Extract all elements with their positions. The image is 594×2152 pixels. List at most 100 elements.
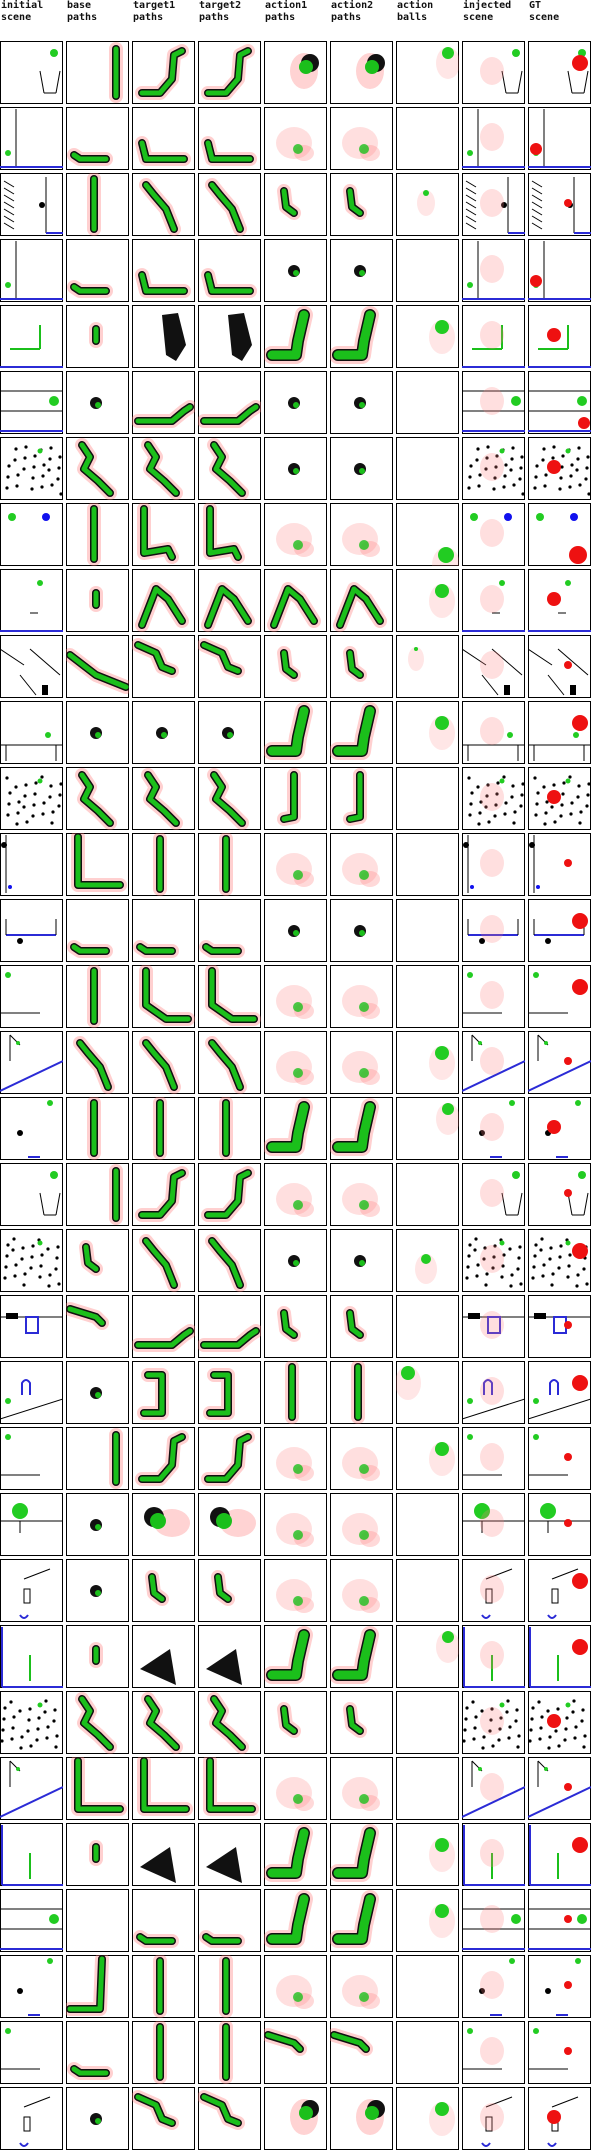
cell-r13-injected-scene bbox=[462, 833, 525, 896]
cell-r32-gt-scene bbox=[528, 2087, 591, 2150]
cell-r23-injected-scene bbox=[462, 1493, 525, 1556]
cell-r19-injected-scene bbox=[462, 1229, 525, 1292]
cell-r29-action2-paths bbox=[330, 1889, 393, 1952]
cell-r2-action1-paths bbox=[264, 107, 327, 170]
cell-r25-initial-scene bbox=[0, 1625, 63, 1688]
cell-r10-initial-scene bbox=[0, 635, 63, 698]
cell-r18-action1-paths bbox=[264, 1163, 327, 1226]
cell-r18-base-paths bbox=[66, 1163, 129, 1226]
cell-r21-action2-paths bbox=[330, 1361, 393, 1424]
cell-r3-target2-paths bbox=[198, 173, 261, 236]
cell-r16-action1-paths bbox=[264, 1031, 327, 1094]
cell-r19-action1-paths bbox=[264, 1229, 327, 1292]
cell-r23-base-paths bbox=[66, 1493, 129, 1556]
cell-r6-action2-paths bbox=[330, 371, 393, 434]
cell-r8-target2-paths bbox=[198, 503, 261, 566]
cell-r24-target2-paths bbox=[198, 1559, 261, 1622]
cell-r15-initial-scene bbox=[0, 965, 63, 1028]
cell-r10-target2-paths bbox=[198, 635, 261, 698]
cell-r12-injected-scene bbox=[462, 767, 525, 830]
cell-r6-action1-paths bbox=[264, 371, 327, 434]
cell-r16-initial-scene bbox=[0, 1031, 63, 1094]
cell-r20-initial-scene bbox=[0, 1295, 63, 1358]
cell-r27-gt-scene bbox=[528, 1757, 591, 1820]
cell-r21-action-balls bbox=[396, 1361, 459, 1424]
cell-r29-action1-paths bbox=[264, 1889, 327, 1952]
cell-r23-action1-paths bbox=[264, 1493, 327, 1556]
cell-r22-initial-scene bbox=[0, 1427, 63, 1490]
cell-r4-action1-paths bbox=[264, 239, 327, 302]
cell-r24-action2-paths bbox=[330, 1559, 393, 1622]
cell-r1-target2-paths bbox=[198, 41, 261, 104]
cell-r29-action-balls bbox=[396, 1889, 459, 1952]
cell-r8-gt-scene bbox=[528, 503, 591, 566]
cell-r31-base-paths bbox=[66, 2021, 129, 2084]
cell-r13-initial-scene bbox=[0, 833, 63, 896]
cell-r2-target1-paths bbox=[132, 107, 195, 170]
cell-r11-action1-paths bbox=[264, 701, 327, 764]
cell-r7-base-paths bbox=[66, 437, 129, 500]
cell-r23-target2-paths bbox=[198, 1493, 261, 1556]
cell-r19-base-paths bbox=[66, 1229, 129, 1292]
cell-r18-target1-paths bbox=[132, 1163, 195, 1226]
cell-r25-injected-scene bbox=[462, 1625, 525, 1688]
column-label-action-balls: action balls bbox=[397, 0, 434, 23]
cell-r27-injected-scene bbox=[462, 1757, 525, 1820]
cell-r22-target1-paths bbox=[132, 1427, 195, 1490]
cell-r1-action2-paths bbox=[330, 41, 393, 104]
cell-r26-action-balls bbox=[396, 1691, 459, 1754]
cell-r6-injected-scene bbox=[462, 371, 525, 434]
cell-r20-target2-paths bbox=[198, 1295, 261, 1358]
cell-r20-target1-paths bbox=[132, 1295, 195, 1358]
cell-r6-base-paths bbox=[66, 371, 129, 434]
cell-r20-base-paths bbox=[66, 1295, 129, 1358]
cell-r16-action2-paths bbox=[330, 1031, 393, 1094]
cell-r8-action2-paths bbox=[330, 503, 393, 566]
cell-r32-action1-paths bbox=[264, 2087, 327, 2150]
cell-r20-action2-paths bbox=[330, 1295, 393, 1358]
cell-r28-action-balls bbox=[396, 1823, 459, 1886]
column-label-gt-scene: GT scene bbox=[529, 0, 560, 23]
cell-r29-initial-scene bbox=[0, 1889, 63, 1952]
cell-r10-action-balls bbox=[396, 635, 459, 698]
cell-r12-action-balls bbox=[396, 767, 459, 830]
cell-r26-initial-scene bbox=[0, 1691, 63, 1754]
cell-r13-action-balls bbox=[396, 833, 459, 896]
column-label-base-paths: base paths bbox=[67, 0, 98, 23]
cell-r30-target1-paths bbox=[132, 1955, 195, 2018]
cell-r2-initial-scene bbox=[0, 107, 63, 170]
cell-r9-action-balls bbox=[396, 569, 459, 632]
cell-r31-target2-paths bbox=[198, 2021, 261, 2084]
cell-r1-action-balls bbox=[396, 41, 459, 104]
cell-r19-target1-paths bbox=[132, 1229, 195, 1292]
cell-r30-action2-paths bbox=[330, 1955, 393, 2018]
cell-r10-action1-paths bbox=[264, 635, 327, 698]
cell-r4-initial-scene bbox=[0, 239, 63, 302]
cell-r12-target1-paths bbox=[132, 767, 195, 830]
cell-r26-base-paths bbox=[66, 1691, 129, 1754]
column-label-injected-scene: injected scene bbox=[463, 0, 512, 23]
cell-r30-injected-scene bbox=[462, 1955, 525, 2018]
cell-r3-gt-scene bbox=[528, 173, 591, 236]
cell-r26-action2-paths bbox=[330, 1691, 393, 1754]
cell-r5-base-paths bbox=[66, 305, 129, 368]
cell-r20-injected-scene bbox=[462, 1295, 525, 1358]
cell-r7-target2-paths bbox=[198, 437, 261, 500]
cell-r8-injected-scene bbox=[462, 503, 525, 566]
cell-r7-target1-paths bbox=[132, 437, 195, 500]
cell-r11-action-balls bbox=[396, 701, 459, 764]
cell-r25-base-paths bbox=[66, 1625, 129, 1688]
cell-r11-action2-paths bbox=[330, 701, 393, 764]
cell-r21-action1-paths bbox=[264, 1361, 327, 1424]
cell-r13-base-paths bbox=[66, 833, 129, 896]
cell-r30-target2-paths bbox=[198, 1955, 261, 2018]
cell-r3-action2-paths bbox=[330, 173, 393, 236]
cell-r1-action1-paths bbox=[264, 41, 327, 104]
cell-r27-action-balls bbox=[396, 1757, 459, 1820]
cell-r28-injected-scene bbox=[462, 1823, 525, 1886]
cell-r31-injected-scene bbox=[462, 2021, 525, 2084]
comparison-grid bbox=[0, 40, 594, 2152]
cell-r10-injected-scene bbox=[462, 635, 525, 698]
cell-r30-gt-scene bbox=[528, 1955, 591, 2018]
column-label-action1-paths: action1 paths bbox=[265, 0, 308, 23]
